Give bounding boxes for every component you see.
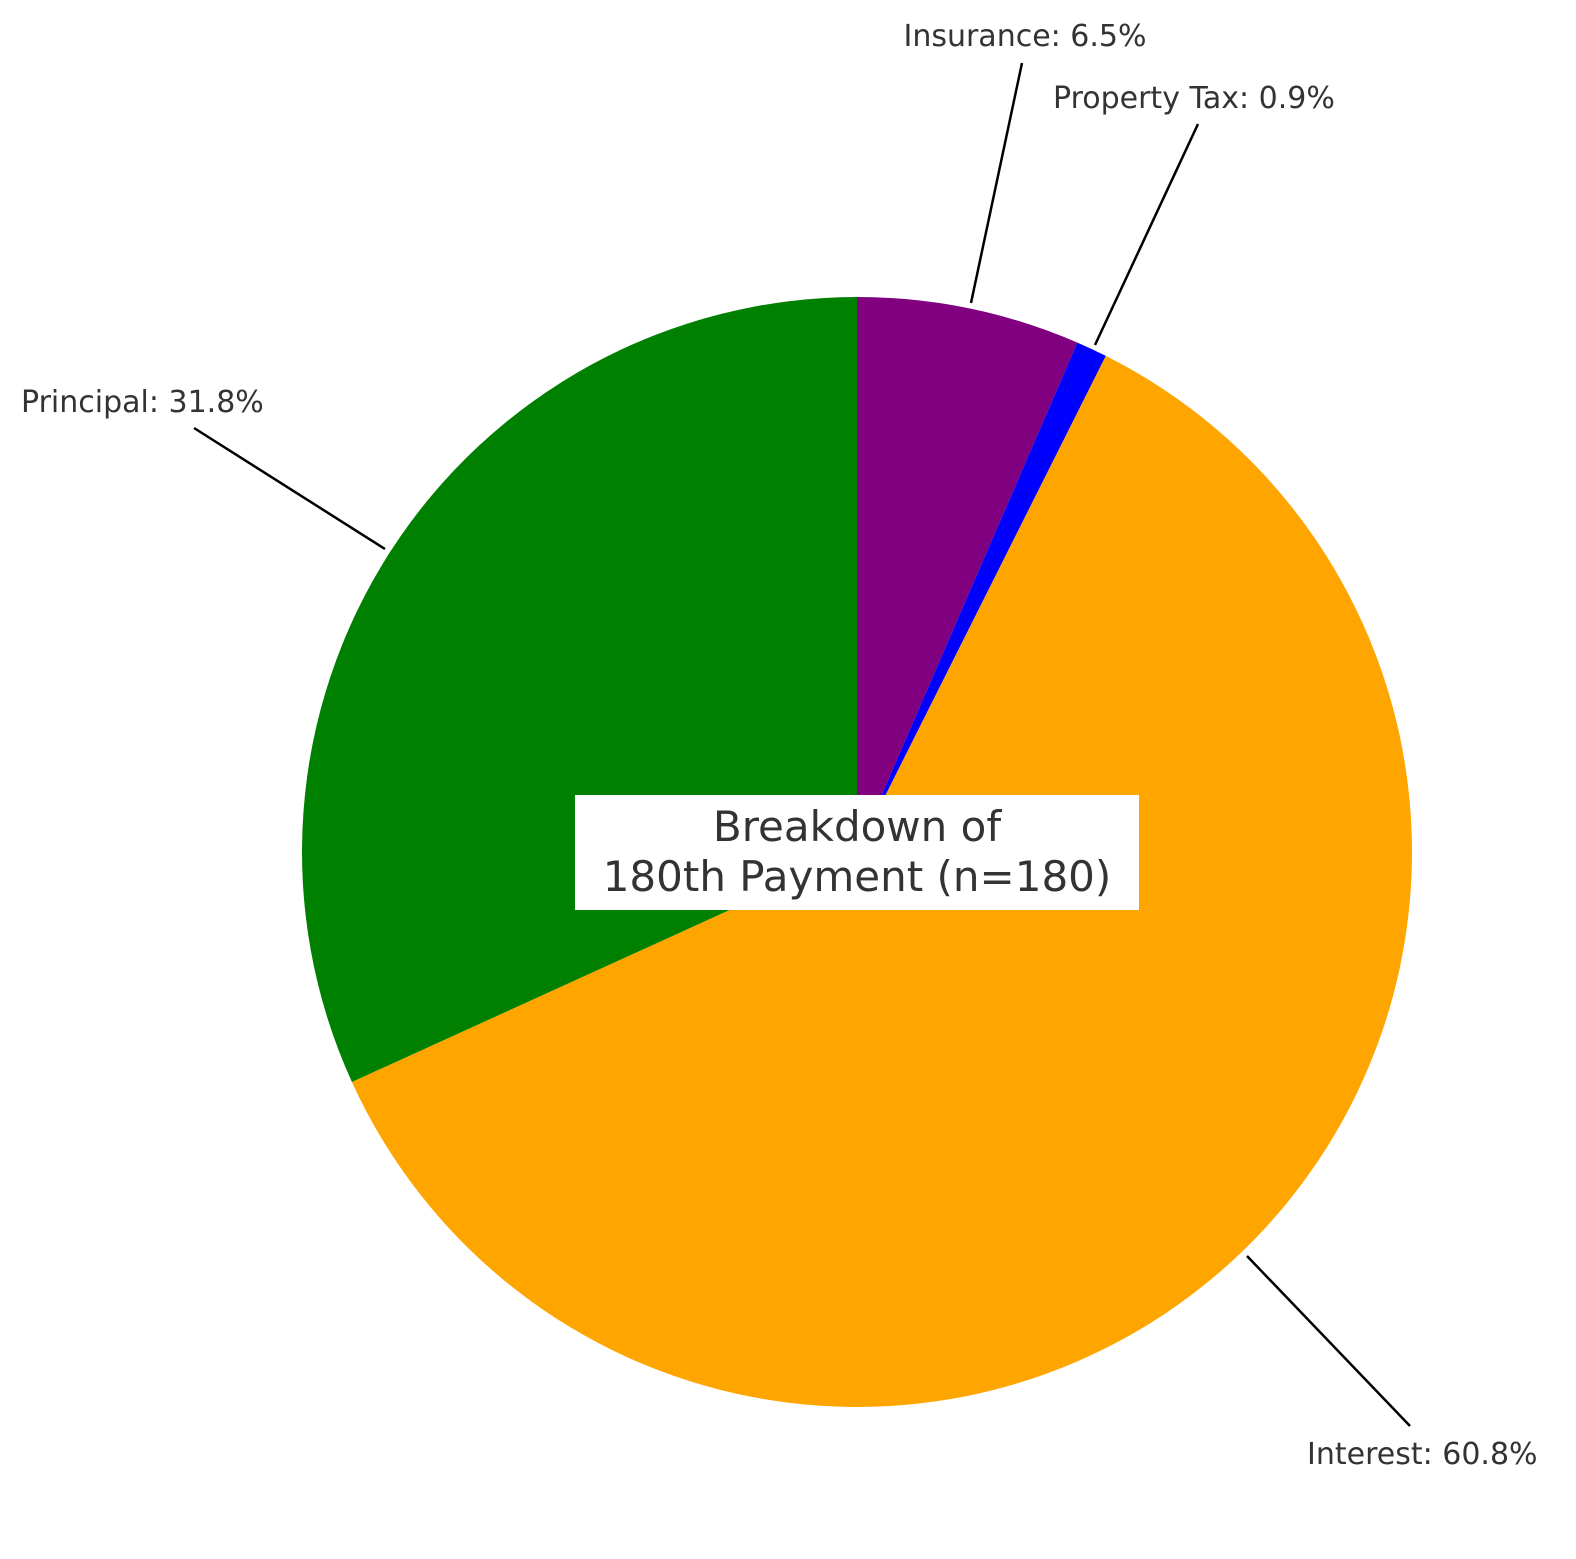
pie-slice-insurance [857, 297, 1078, 852]
slice-label-interest: Interest: 60.8% [1307, 1437, 1538, 1472]
leader-line-property-tax [1093, 123, 1200, 346]
title-line-2: 180th Payment (n=180) [603, 852, 1112, 901]
title-line-1: Breakdown of [713, 802, 1002, 851]
slice-label-property-tax: Property Tax: 0.9% [1053, 81, 1335, 116]
leader-lines [193, 62, 1411, 1427]
chart-title: Breakdown of 180th Payment (n=180) [575, 795, 1139, 910]
slice-label-principal: Principal: 31.8% [21, 385, 264, 420]
slice-label-insurance: Insurance: 6.5% [903, 19, 1146, 54]
leader-line-insurance [969, 62, 1024, 304]
leader-line-principal [193, 426, 386, 551]
pie-slice-property-tax [857, 342, 1106, 852]
leader-line-interest [1246, 1255, 1411, 1427]
slice-labels: Insurance: 6.5% Property Tax: 0.9% Interes… [21, 19, 1538, 1472]
title-box [575, 795, 1139, 910]
